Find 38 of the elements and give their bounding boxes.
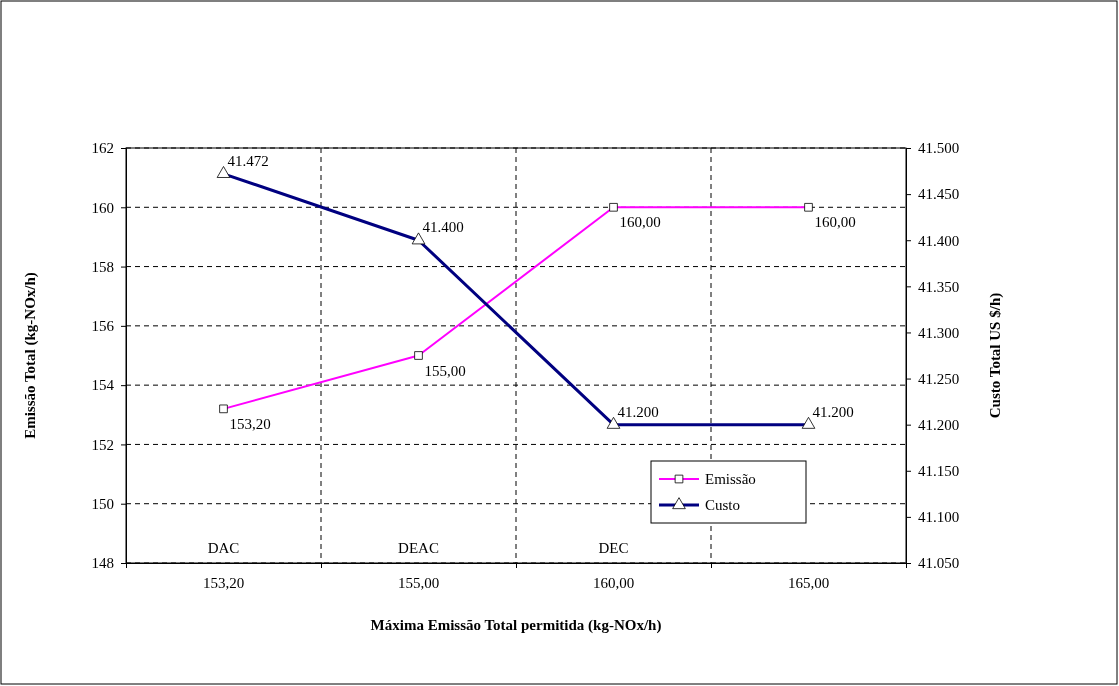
x-tick-label: 165,00: [787, 575, 830, 591]
y-tick-label: 154: [91, 377, 115, 394]
data-label: 160,00: [814, 214, 856, 231]
y2-tick-label: 41.100: [918, 509, 960, 526]
y-axis-title: Emissão Total (kg-NOx/h): [22, 272, 39, 439]
y-tick-label: 148: [91, 555, 114, 572]
y-tick-label: 156: [91, 318, 115, 335]
y-tick-label: 162: [91, 140, 114, 157]
y2-tick-label: 41.500: [918, 140, 960, 157]
data-label: 153,20: [229, 415, 271, 432]
y-tick-label: 152: [91, 436, 114, 453]
data-label: 155,00: [424, 362, 466, 379]
annotation: DEC: [598, 540, 629, 556]
data-label: 41.400: [422, 219, 464, 236]
x-tick-label: 153,20: [202, 575, 245, 591]
y2-tick-label: 41.050: [918, 555, 960, 572]
y2-tick-label: 41.400: [918, 232, 960, 249]
x-tick-label: 155,00: [397, 575, 440, 591]
y2-tick-label: 41.200: [918, 416, 960, 433]
y2-tick-label: 41.300: [918, 324, 960, 341]
y-tick-label: 160: [91, 199, 114, 216]
y-tick-label: 158: [91, 258, 114, 275]
legend-label: Custo: [705, 497, 741, 513]
y2-axis-title: Custo Total US $/h): [987, 292, 1004, 419]
annotation: DEAC: [398, 540, 439, 556]
annotation: DAC: [207, 540, 240, 556]
y-tick-label: 150: [91, 496, 114, 513]
y2-tick-label: 41.250: [918, 370, 960, 387]
data-label: 41.200: [812, 403, 854, 420]
data-label: 41.472: [227, 152, 269, 169]
y2-tick-label: 41.350: [918, 278, 960, 295]
data-label: 160,00: [619, 214, 661, 231]
x-tick-label: 160,00: [592, 575, 635, 591]
y2-tick-label: 41.150: [918, 463, 960, 480]
data-label: 41.200: [617, 403, 659, 420]
legend-label: Emissão: [705, 471, 756, 487]
y2-tick-label: 41.450: [918, 186, 960, 203]
x-axis-title: Máxima Emissão Total permitida (kg-NOx/h): [370, 617, 662, 634]
